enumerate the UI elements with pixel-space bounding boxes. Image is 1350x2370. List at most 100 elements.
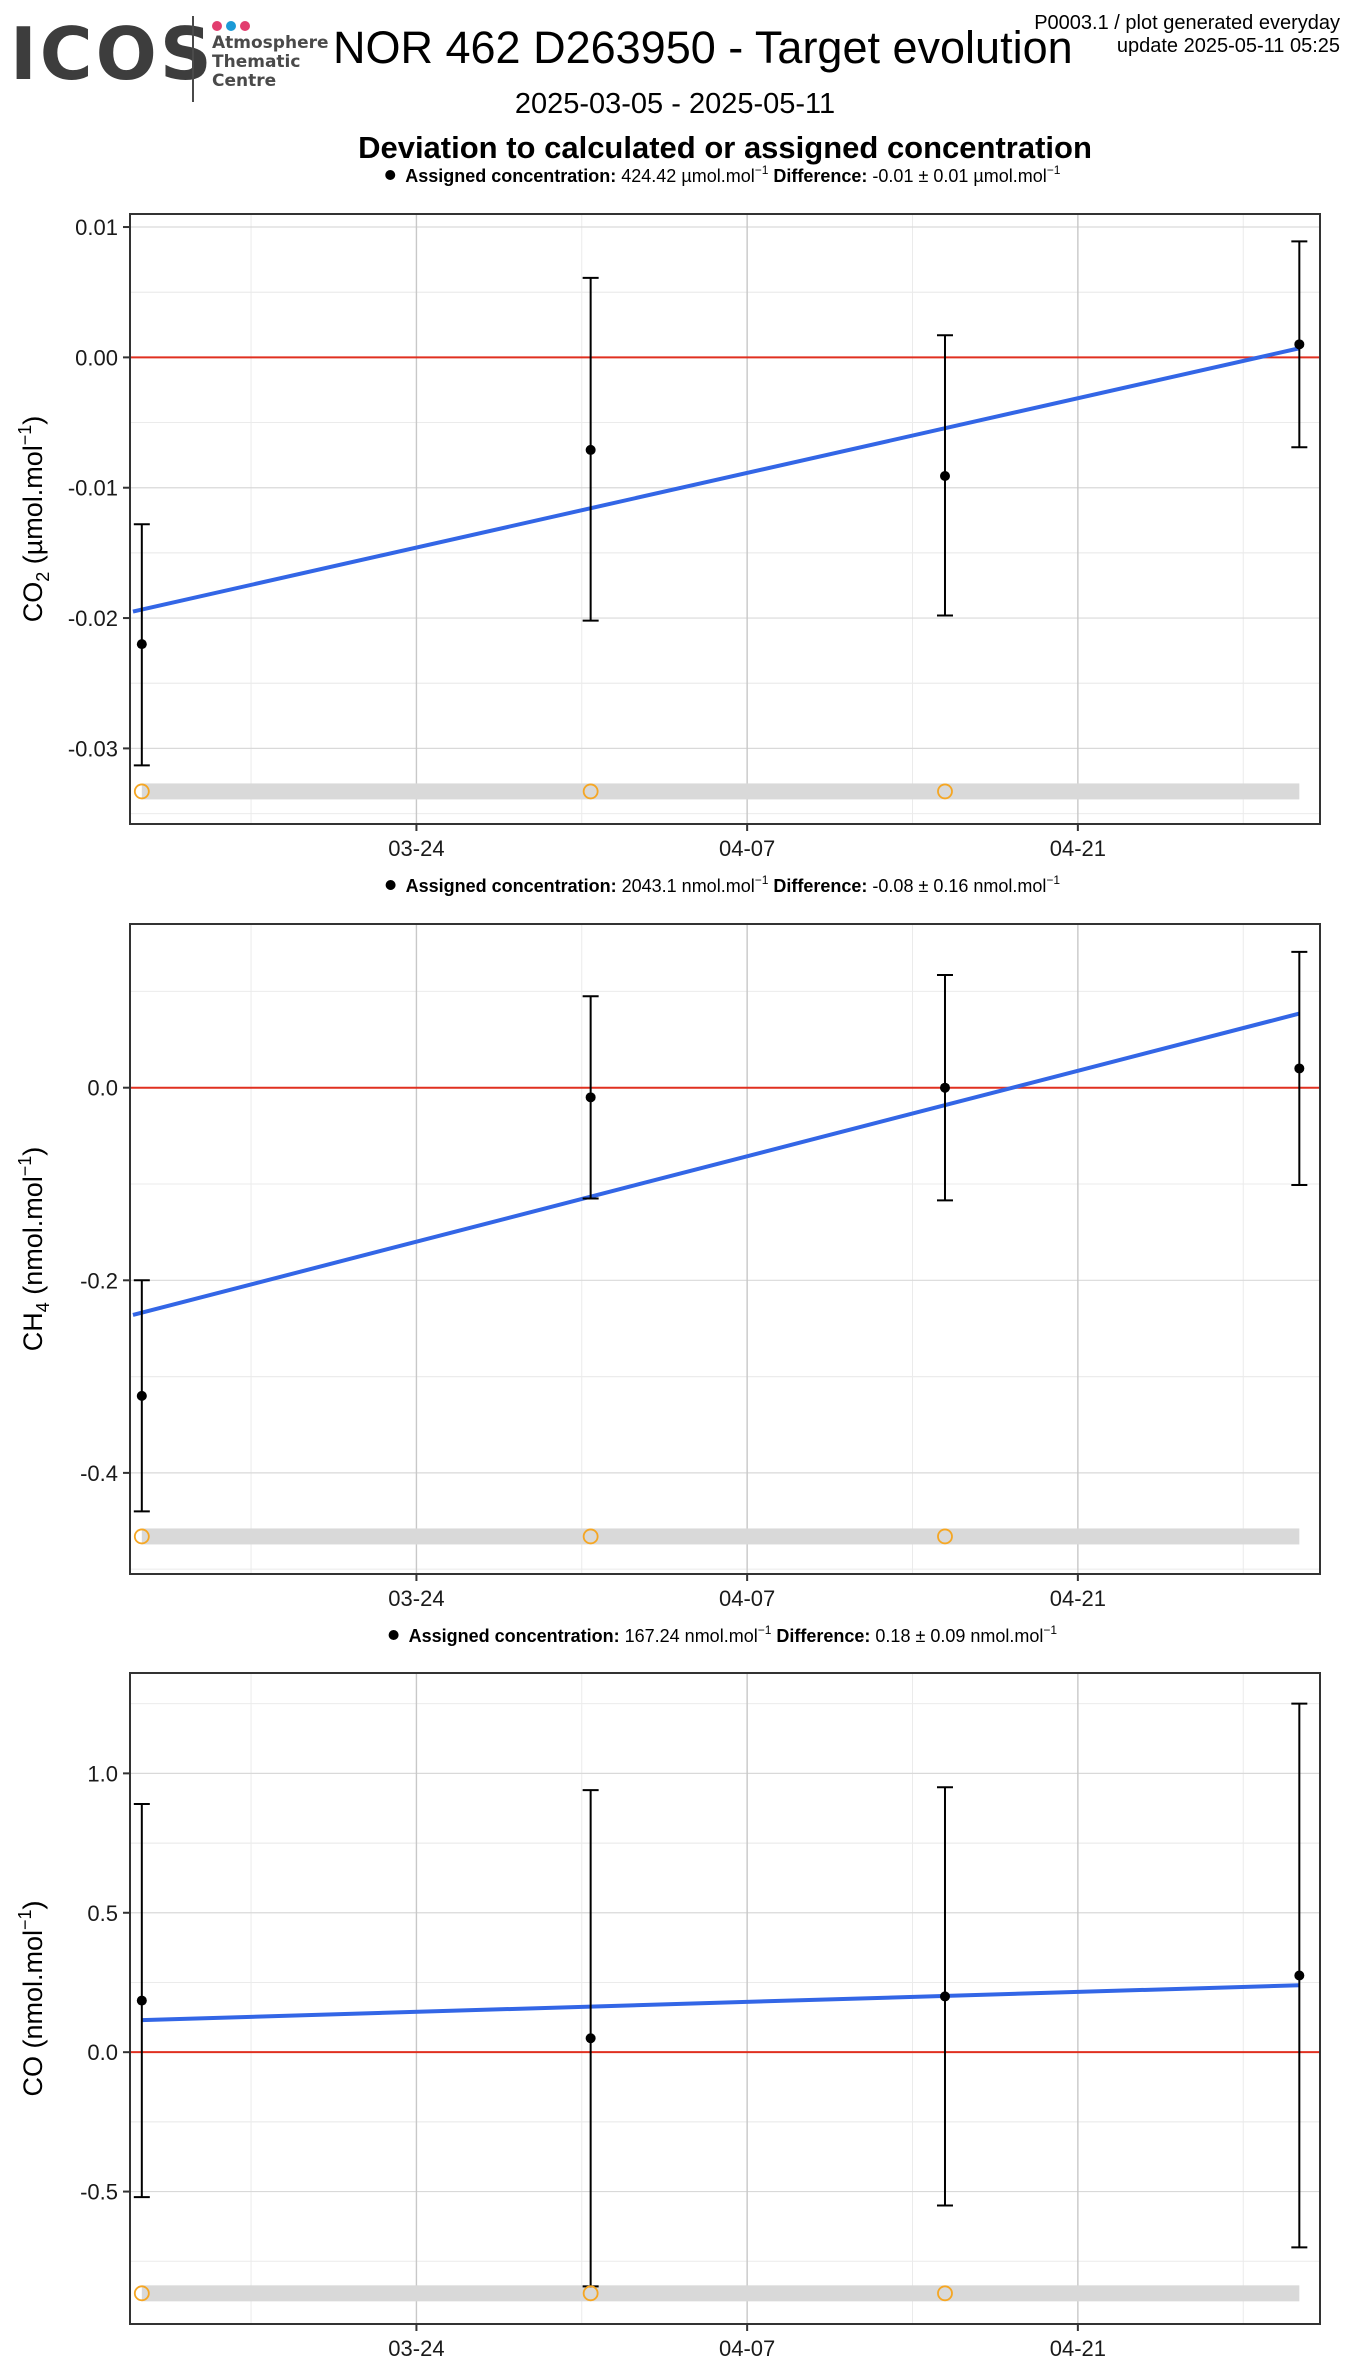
open-marker	[133, 1528, 150, 1545]
x-tick-label: 03-24	[388, 2336, 444, 2361]
data-point	[939, 470, 950, 481]
legend-assigned-label: Assigned concentration:	[405, 166, 616, 186]
x-tick-label: 03-24	[388, 836, 444, 861]
legend-marker	[385, 170, 396, 180]
x-tick-label: 04-07	[719, 836, 775, 861]
trend-line	[132, 346, 1300, 614]
plot-info-line: update 2025-05-11 05:25	[1116, 35, 1340, 57]
data-point	[939, 1991, 950, 2002]
logo-divider	[192, 16, 194, 102]
y-axis-label-close: )	[18, 1900, 48, 1909]
chart-panel: Assigned concentration: 167.24 nmol.mol−…	[15, 1623, 1321, 2361]
y-axis-label-exponent: −1	[15, 1156, 35, 1177]
legend-text: Assigned concentration: 167.24 nmol.mol−…	[409, 1623, 1058, 1646]
y-axis-label-main: CO	[18, 582, 48, 623]
logo-dot	[212, 21, 222, 31]
x-tick-label: 04-07	[719, 2336, 775, 2361]
y-axis-label-main: CH	[18, 1312, 48, 1351]
legend-assigned-value: 424.42 µmol.mol	[616, 166, 754, 186]
open-marker	[133, 783, 150, 800]
y-axis-label-unit: (nmol.mol	[18, 1176, 48, 1302]
data-point	[136, 1995, 147, 2006]
legend-exponent: −1	[755, 163, 769, 177]
y-axis-label: CH4 (nmol.mol−1)	[15, 1147, 53, 1352]
chart-panel: Assigned concentration: 424.42 µmol.mol−…	[15, 163, 1321, 861]
y-tick-label: 0.0	[87, 2040, 118, 2065]
x-tick-label: 04-07	[719, 1586, 775, 1611]
open-marker	[937, 783, 953, 800]
open-marker	[937, 2285, 953, 2302]
y-tick-label: -0.03	[68, 736, 118, 761]
legend-difference-value: -0.01 ± 0.01 µmol.mol	[867, 166, 1046, 186]
y-tick-label: 0.0	[87, 1076, 118, 1101]
data-point	[585, 2033, 596, 2044]
data-point	[585, 1092, 596, 1103]
legend-assigned-label: Assigned concentration:	[409, 1626, 620, 1646]
y-axis-label-subscript: 2	[33, 572, 53, 582]
x-tick-label: 04-21	[1050, 2336, 1106, 2361]
y-axis-label-close: )	[18, 1147, 48, 1156]
open-marker	[133, 2285, 150, 2302]
chart-subtitle: Deviation to calculated or assigned conc…	[358, 130, 1092, 165]
plot-frame	[129, 213, 1321, 825]
plot-info: P0003.1 / plot generated everyday update…	[1034, 12, 1340, 58]
plot-background	[130, 924, 1320, 1574]
y-axis-label-unit: (nmol.mol	[18, 1930, 48, 2056]
legend-exponent: −1	[758, 1623, 772, 1637]
y-tick-label: -0.01	[68, 476, 118, 501]
icos-logo-text: ICOS	[10, 12, 215, 96]
reference-band	[141, 2285, 1300, 2302]
y-tick-label: 1.0	[87, 1761, 118, 1786]
plot-info-line: P0003.1 / plot generated everyday	[1034, 12, 1340, 34]
y-axis-label-unit: (µmol.mol	[18, 445, 48, 572]
y-tick-label: 0.00	[75, 345, 118, 370]
legend-text: Assigned concentration: 2043.1 nmol.mol−…	[406, 873, 1061, 896]
legend-marker	[385, 880, 396, 890]
x-tick-label: 03-24	[388, 1586, 444, 1611]
data-point	[1294, 1063, 1305, 1074]
data-point	[585, 444, 596, 455]
date-range: 2025-03-05 - 2025-05-11	[514, 88, 836, 120]
plot-background	[130, 1673, 1320, 2324]
legend-exponent: −1	[755, 873, 769, 887]
y-axis-label: CO (nmol.mol−1)	[15, 1900, 48, 2096]
open-marker	[582, 783, 599, 800]
legend-text: Assigned concentration: 424.42 µmol.mol−…	[405, 163, 1061, 186]
logo-subtitle-line: Centre	[212, 71, 277, 91]
legend-difference-label: Difference:	[768, 166, 867, 186]
logo-dot	[240, 21, 250, 31]
page-title: NOR 462 D263950 - Target evolution	[333, 22, 1073, 73]
legend-exponent: −1	[1046, 873, 1060, 887]
y-axis-label-exponent: −1	[15, 1909, 35, 1930]
y-tick-label: -0.4	[80, 1461, 118, 1486]
reference-band	[141, 1528, 1300, 1545]
y-axis-label-main: CO	[18, 2056, 48, 2097]
legend-exponent: −1	[1043, 1623, 1057, 1637]
data-point	[136, 639, 147, 650]
data-point	[939, 1082, 950, 1093]
y-axis-label-subscript: 4	[33, 1302, 53, 1312]
open-marker	[937, 1528, 953, 1545]
logo-subtitle-line: Thematic	[212, 52, 301, 72]
legend-assigned-value: 167.24 nmol.mol	[620, 1626, 758, 1646]
x-tick-label: 04-21	[1050, 1586, 1106, 1611]
chart-panel: Assigned concentration: 2043.1 nmol.mol−…	[15, 873, 1321, 1611]
open-marker	[582, 2285, 599, 2302]
y-tick-label: -0.2	[80, 1268, 118, 1293]
y-tick-label: -0.02	[68, 606, 118, 631]
y-tick-label: -0.5	[80, 2180, 118, 2205]
trend-line	[132, 1011, 1300, 1317]
legend-assigned-label: Assigned concentration:	[406, 876, 617, 896]
y-tick-label: 0.01	[75, 215, 118, 240]
icos-logo: ICOS Atmosphere Thematic Centre	[10, 12, 329, 104]
logo-subtitle-line: Atmosphere	[212, 33, 329, 53]
trend-line	[141, 1983, 1300, 2023]
data-point	[136, 1390, 147, 1401]
logo-dots	[212, 18, 254, 36]
data-point	[1294, 1970, 1305, 1981]
legend-difference-value: -0.08 ± 0.16 nmol.mol	[867, 876, 1046, 896]
y-tick-label: 0.5	[87, 1901, 118, 1926]
plot-frame	[129, 923, 1321, 1575]
x-tick-label: 04-21	[1050, 836, 1106, 861]
